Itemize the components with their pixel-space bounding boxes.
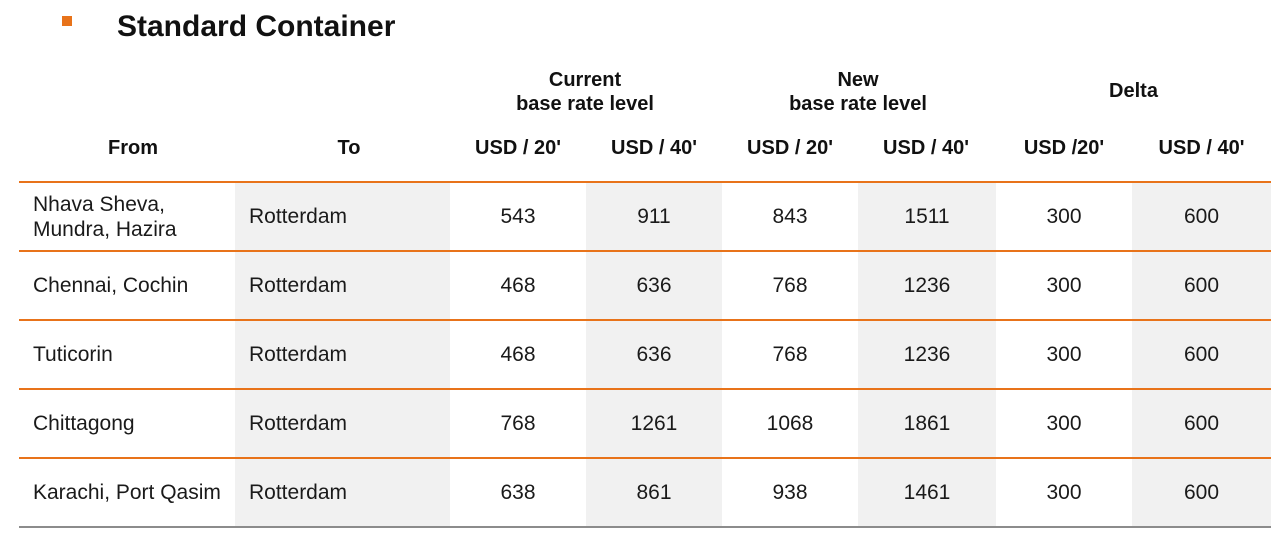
- cell-current-40: 861: [586, 459, 722, 526]
- title-row: Standard Container: [0, 0, 1280, 60]
- cell-current-20: 638: [500, 481, 536, 504]
- cell-delta-40: 600: [1132, 183, 1271, 250]
- cell-current-20: 468: [500, 343, 536, 366]
- cell-current-40: 636: [586, 252, 722, 319]
- table-row: Tuticorin Rotterdam 468 636 768 1236 300…: [19, 319, 1271, 388]
- cell-to: Rotterdam: [235, 459, 450, 526]
- page-title: Standard Container: [117, 10, 396, 43]
- header-col-delta-20: USD /20': [1023, 137, 1105, 159]
- cell-new-20: 768: [772, 274, 808, 297]
- cell-current-20: 543: [500, 205, 536, 228]
- cell-delta-40: 600: [1132, 459, 1271, 526]
- table-row: Nhava Sheva, Mundra, Hazira Rotterdam 54…: [19, 181, 1271, 250]
- cell-from: Chittagong: [33, 412, 135, 435]
- table-row: Karachi, Port Qasim Rotterdam 638 861 93…: [19, 457, 1271, 528]
- cell-current-40: 1261: [586, 390, 722, 457]
- cell-new-20: 1068: [766, 412, 814, 435]
- cell-from: Chennai, Cochin: [33, 274, 189, 297]
- cell-new-40: 1236: [858, 321, 996, 388]
- cell-new-40: 1861: [858, 390, 996, 457]
- cell-new-40: 1236: [858, 252, 996, 319]
- header-col-new-20: USD / 20': [747, 137, 833, 159]
- header-group-delta: Delta: [996, 79, 1271, 103]
- cell-to: Rotterdam: [235, 390, 450, 457]
- header-group-current: Current base rate level: [450, 68, 720, 116]
- header-group-current-line2: base rate level: [516, 93, 654, 115]
- cell-current-20: 468: [500, 274, 536, 297]
- cell-new-40: 1461: [858, 459, 996, 526]
- header-col-delta-40: USD / 40': [1158, 137, 1245, 159]
- cell-new-20: 768: [772, 343, 808, 366]
- cell-delta-20: 300: [1046, 481, 1082, 504]
- header-group-current-line1: Current: [548, 69, 622, 91]
- table-row: Chittagong Rotterdam 768 1261 1068 1861 …: [19, 388, 1271, 457]
- cell-to: Rotterdam: [235, 183, 450, 250]
- cell-delta-20: 300: [1046, 343, 1082, 366]
- header-col-new-40: USD / 40': [883, 137, 969, 159]
- cell-to: Rotterdam: [235, 321, 450, 388]
- cell-to: Rotterdam: [235, 252, 450, 319]
- cell-delta-20: 300: [1046, 274, 1082, 297]
- header-group-new-line1: New: [837, 69, 879, 91]
- cell-from: Tuticorin: [33, 343, 113, 366]
- cell-current-20: 768: [500, 412, 536, 435]
- cell-delta-20: 300: [1046, 412, 1082, 435]
- cell-delta-40: 600: [1132, 252, 1271, 319]
- cell-new-20: 938: [772, 481, 808, 504]
- cell-delta-40: 600: [1132, 321, 1271, 388]
- header-col-from: From: [108, 137, 158, 159]
- header-col-current-40: USD / 40': [611, 137, 697, 159]
- cell-new-40: 1511: [858, 183, 996, 250]
- header-group-new: New base rate level: [722, 68, 994, 116]
- table-body: Nhava Sheva, Mundra, Hazira Rotterdam 54…: [19, 181, 1271, 528]
- bullet-square-icon: [62, 16, 72, 26]
- cell-new-20: 843: [772, 205, 808, 228]
- header-group-delta-line1: Delta: [1109, 80, 1158, 102]
- header-col-current-20: USD / 20': [475, 137, 561, 159]
- header-col-to: To: [337, 137, 361, 159]
- header-group-new-line2: base rate level: [789, 93, 927, 115]
- cell-current-40: 636: [586, 321, 722, 388]
- cell-delta-40: 600: [1132, 390, 1271, 457]
- cell-from: Karachi, Port Qasim: [33, 481, 221, 504]
- cell-current-40: 911: [586, 183, 722, 250]
- cell-delta-20: 300: [1046, 205, 1082, 228]
- cell-from: Nhava Sheva, Mundra, Hazira: [33, 192, 177, 241]
- table-row: Chennai, Cochin Rotterdam 468 636 768 12…: [19, 250, 1271, 319]
